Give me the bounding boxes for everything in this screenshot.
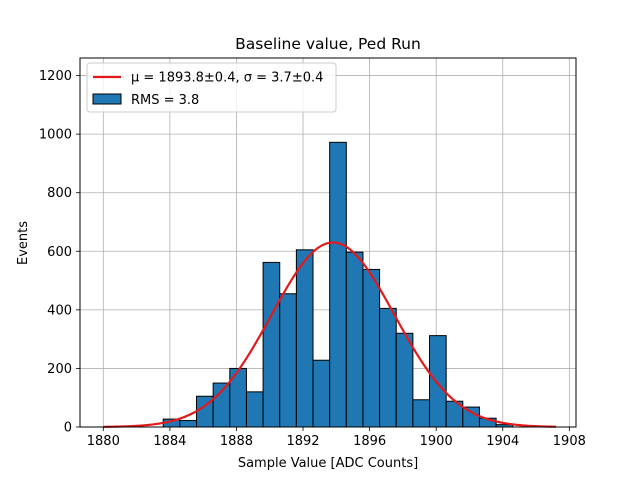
histogram-bar	[279, 293, 297, 428]
histogram-bar	[462, 406, 480, 428]
fit-curve	[103, 241, 557, 428]
x-tick-label: 1884	[153, 434, 186, 449]
legend-histogram-swatch	[92, 93, 122, 105]
x-tick-label: 1892	[286, 434, 319, 449]
x-tick-label: 1900	[420, 434, 453, 449]
y-tick-label: 600	[47, 245, 72, 260]
x-tick-label: 1908	[553, 434, 586, 449]
y-axis-label: Events	[16, 221, 31, 265]
chart-title: Baseline value, Ped Run	[235, 35, 421, 53]
histogram-bar	[245, 391, 264, 428]
plot-frame	[79, 57, 577, 428]
histogram-bar	[379, 307, 397, 428]
y-tick-label: 0	[64, 421, 72, 436]
x-tick-label: 1880	[87, 434, 120, 449]
y-tick-label: 1000	[39, 128, 72, 143]
x-tick-label: 1888	[220, 434, 253, 449]
histogram-bar	[429, 335, 447, 428]
y-tick-label: 200	[47, 362, 72, 377]
legend-histogram-label: RMS = 3.8	[131, 93, 199, 108]
y-tick-label: 800	[47, 186, 72, 201]
histogram-bar	[395, 332, 414, 428]
histogram-bar	[262, 261, 281, 428]
histogram-bar	[345, 251, 364, 428]
legend-box	[86, 62, 337, 113]
histogram-bar	[412, 399, 431, 428]
x-axis: 1880 1884 1888 1892 1896 1900 1904 1908	[87, 427, 586, 449]
x-axis-label: Sample Value [ADC Counts]	[238, 456, 418, 471]
histogram-bar	[329, 141, 347, 428]
legend-fit-label: μ = 1893.8±0.4, σ = 3.7±0.4	[131, 71, 323, 86]
gaussian-fit	[103, 241, 557, 428]
y-tick-label: 400	[47, 303, 72, 318]
histogram-bars	[162, 141, 514, 428]
histogram-bar	[362, 268, 381, 428]
legend: μ = 1893.8±0.4, σ = 3.7±0.4 RMS = 3.8	[86, 62, 337, 113]
histogram-bar	[295, 249, 314, 428]
x-tick-label: 1904	[486, 434, 519, 449]
grid-lines	[80, 58, 576, 428]
histogram-bar	[179, 420, 198, 428]
x-tick-label: 1896	[353, 434, 386, 449]
y-tick-label: 1200	[39, 69, 72, 84]
y-axis: 0 200 400 600 800 1000 1200	[39, 69, 80, 436]
histogram-bar	[312, 359, 331, 428]
